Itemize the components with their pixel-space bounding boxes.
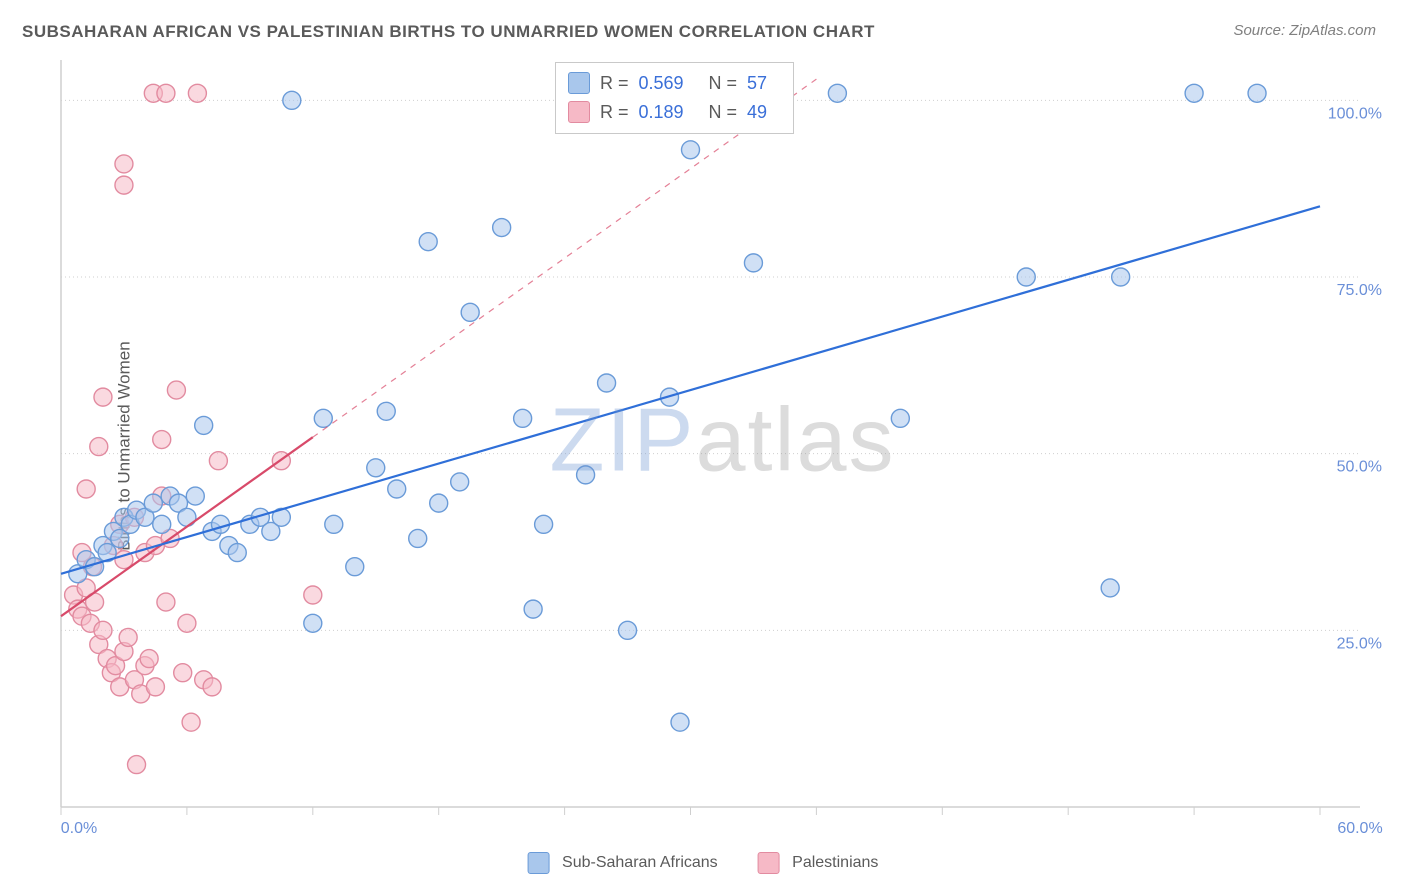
stats-legend-box: R = 0.569 N = 57 R = 0.189 N = 49	[555, 62, 794, 134]
stats-row-b: R = 0.189 N = 49	[568, 98, 781, 127]
stats-n-value-a: 57	[747, 69, 781, 98]
svg-text:25.0%: 25.0%	[1337, 635, 1382, 652]
stats-r-value-b: 0.189	[639, 98, 699, 127]
legend-bottom: Sub-Saharan Africans Palestinians	[528, 852, 879, 874]
stats-r-value-a: 0.569	[639, 69, 699, 98]
svg-text:50.0%: 50.0%	[1337, 459, 1382, 476]
legend-swatch-a	[528, 852, 550, 874]
chart-title: SUBSAHARAN AFRICAN VS PALESTINIAN BIRTHS…	[22, 22, 875, 42]
legend-swatch-b	[758, 852, 780, 874]
stats-row-a: R = 0.569 N = 57	[568, 69, 781, 98]
legend-label-b: Palestinians	[792, 854, 878, 871]
stats-r-label-b: R =	[600, 98, 629, 127]
legend-label-a: Sub-Saharan Africans	[562, 854, 718, 871]
legend-item-a: Sub-Saharan Africans	[528, 852, 718, 874]
stats-n-label-a: N =	[709, 69, 738, 98]
stats-n-label-b: N =	[709, 98, 738, 127]
svg-text:75.0%: 75.0%	[1337, 282, 1382, 299]
plot-area: 25.0%50.0%75.0%100.0%0.0%60.0% ZIPatlas	[55, 55, 1390, 837]
scatter-svg: 25.0% 50.0% 75.0% 100.0% 0.0% 60.0%	[55, 55, 1390, 837]
stats-r-label-a: R =	[600, 69, 629, 98]
stats-swatch-a	[568, 72, 590, 94]
stats-n-value-b: 49	[747, 98, 781, 127]
svg-text:60.0%: 60.0%	[1337, 820, 1382, 837]
legend-item-b: Palestinians	[758, 852, 879, 874]
svg-text:100.0%: 100.0%	[1328, 105, 1382, 122]
source-label: Source: ZipAtlas.com	[1233, 22, 1376, 39]
svg-text:0.0%: 0.0%	[61, 820, 97, 837]
stats-swatch-b	[568, 101, 590, 123]
